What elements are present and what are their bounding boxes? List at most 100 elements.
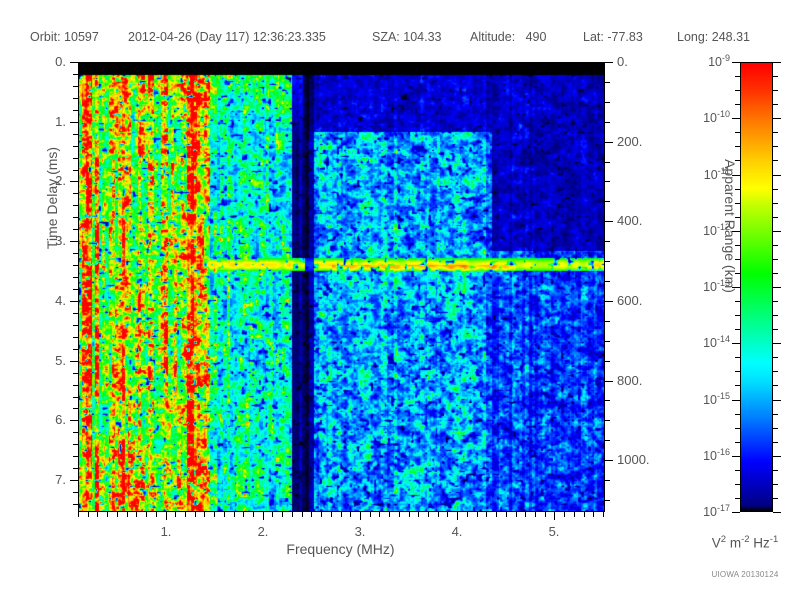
colorbar-tick-minor [773, 76, 778, 77]
header-label-long: Long: [677, 30, 709, 44]
x-tick-minor [156, 512, 157, 517]
y-tick-minor-left [73, 349, 78, 350]
x-tick-minor [409, 512, 410, 517]
colorbar-tick-label-1: 10-10 [703, 109, 730, 126]
x-tick-major-1 [263, 512, 264, 520]
y-tick-label-left-2: 2. [55, 173, 66, 188]
x-tick-minor [399, 512, 400, 517]
y-tick-major-left-6 [70, 420, 78, 421]
x-tick-minor [350, 512, 351, 517]
header-value-orbit: 10597 [64, 30, 99, 44]
x-tick-minor [506, 512, 507, 517]
y-tick-minor-left [73, 229, 78, 230]
x-tick-minor [224, 512, 225, 517]
x-tick-minor [593, 512, 594, 517]
colorbar-tick-minor [773, 498, 778, 499]
x-tick-minor [204, 512, 205, 517]
y-tick-major-left-5 [70, 361, 78, 362]
y-tick-minor-right [605, 420, 610, 421]
header-value-altitude: 490 [525, 30, 547, 44]
y-tick-minor-left [73, 385, 78, 386]
colorbar-tick-minor [773, 371, 778, 372]
y-tick-minor-right [605, 500, 610, 501]
colorbar-tick-major-5 [732, 343, 740, 344]
colorbar-tick-major-6 [732, 400, 740, 401]
header-value-datetime: 2012-04-26 (Day 117) 12:36:23.335 [128, 30, 326, 44]
y-tick-minor-left [73, 193, 78, 194]
y-tick-major-left-7 [70, 480, 78, 481]
y-tick-major-right-0 [605, 62, 613, 63]
y-tick-minor-left [73, 408, 78, 409]
y-tick-major-right-1 [605, 142, 613, 143]
y-tick-minor-left [73, 313, 78, 314]
x-tick-minor [438, 512, 439, 517]
y-tick-minor-left [73, 98, 78, 99]
x-tick-minor [418, 512, 419, 517]
x-tick-minor [341, 512, 342, 517]
x-tick-minor [428, 512, 429, 517]
y-tick-minor-left [73, 158, 78, 159]
colorbar-tick-minor [735, 371, 740, 372]
colorbar-tick-minor [773, 385, 778, 386]
colorbar-gradient [740, 62, 773, 512]
colorbar-tick-label-2: 10-11 [703, 166, 730, 183]
y-tick-major-left-3 [70, 241, 78, 242]
y-tick-minor-right [605, 480, 610, 481]
colorbar-tick-minor [735, 315, 740, 316]
x-tick-minor [272, 512, 273, 517]
x-tick-minor [146, 512, 147, 517]
x-tick-minor [389, 512, 390, 517]
x-tick-minor [185, 512, 186, 517]
x-tick-minor [282, 512, 283, 517]
colorbar-units-label: V2 m-2 Hz-1 [711, 534, 779, 551]
x-tick-minor [175, 512, 176, 517]
colorbar-tick-major-5 [773, 343, 781, 344]
colorbar-tick-major-1 [732, 118, 740, 119]
x-tick-minor [195, 512, 196, 517]
y-tick-minor-right [605, 361, 610, 362]
header-field-datetime: 2012-04-26 (Day 117) 12:36:23.335 [128, 30, 326, 44]
colorbar-tick-minor [735, 259, 740, 260]
y-tick-label-left-0: 0. [55, 54, 66, 69]
header-field-sza: SZA: 104.33 [372, 30, 442, 44]
y-tick-minor-left [73, 277, 78, 278]
x-tick-minor [78, 512, 79, 517]
colorbar-tick-minor [773, 245, 778, 246]
x-tick-label-1: 2. [257, 524, 269, 539]
y-tick-label-right-0: 0. [617, 54, 628, 69]
header-label-orbit: Orbit: [30, 30, 61, 44]
colorbar-tick-minor [735, 146, 740, 147]
y-tick-minor-right [605, 281, 610, 282]
colorbar-tick-label-7: 10-16 [703, 447, 730, 464]
x-tick-major-0 [166, 512, 167, 520]
y-tick-minor-right [605, 341, 610, 342]
colorbar-tick-minor [735, 217, 740, 218]
y-tick-minor-left [73, 432, 78, 433]
colorbar-tick-minor [773, 189, 778, 190]
colorbar-tick-label-5: 10-14 [703, 334, 730, 351]
header-field-altitude: Altitude: 490 [470, 30, 546, 44]
header-field-lat: Lat: -77.83 [583, 30, 643, 44]
y-tick-label-left-1: 1. [55, 114, 66, 129]
header-label-lat: Lat: [583, 30, 604, 44]
y-tick-label-right-5: 1000. [617, 452, 650, 467]
x-tick-minor [253, 512, 254, 517]
y-tick-minor-left [73, 86, 78, 87]
colorbar-tick-minor [735, 414, 740, 415]
x-tick-minor [545, 512, 546, 517]
y-tick-minor-right [605, 261, 610, 262]
y-tick-minor-right [605, 181, 610, 182]
y-tick-minor-right [605, 82, 610, 83]
header-value-long: 248.31 [711, 30, 750, 44]
x-tick-label-2: 3. [354, 524, 366, 539]
colorbar-tick-major-7 [732, 456, 740, 457]
ionogram-heatmap-canvas [79, 63, 604, 511]
colorbar-tick-major-0 [773, 62, 781, 63]
header-field-long: Long: 248.31 [677, 30, 750, 44]
colorbar-tick-minor [735, 203, 740, 204]
y-tick-minor-left [73, 325, 78, 326]
colorbar-tick-minor [735, 189, 740, 190]
colorbar-tick-minor [773, 470, 778, 471]
y-tick-major-right-5 [605, 460, 613, 461]
y-tick-major-left-0 [70, 62, 78, 63]
